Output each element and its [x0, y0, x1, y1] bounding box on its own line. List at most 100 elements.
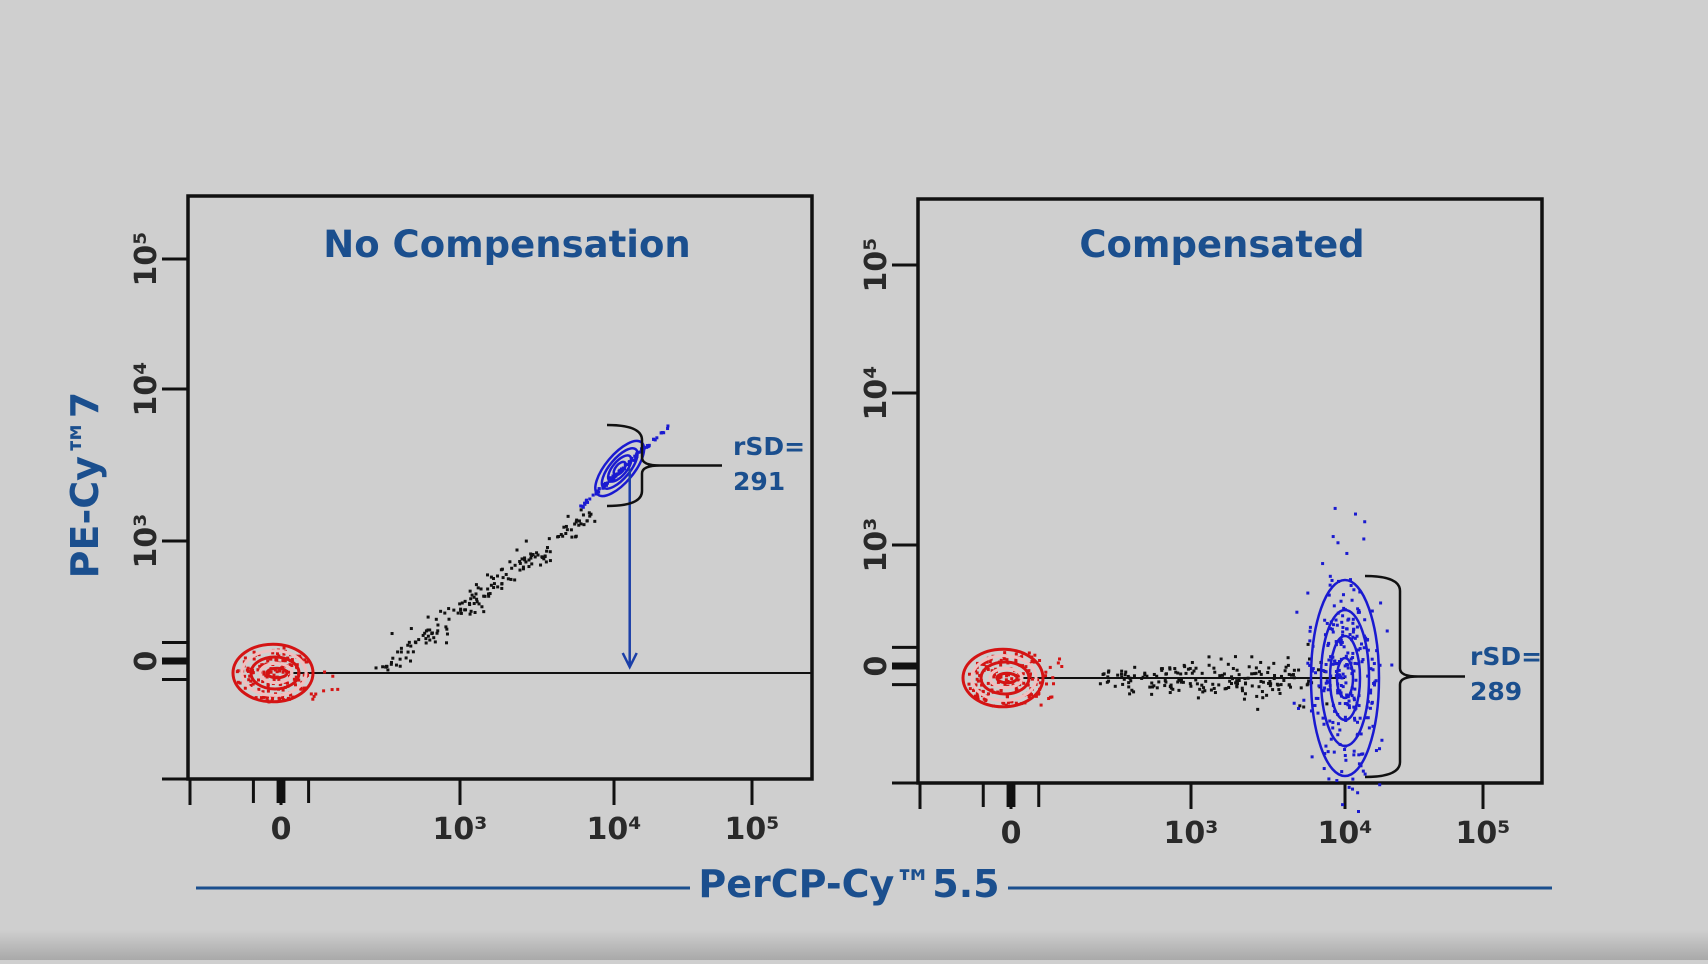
event-dot [605, 481, 609, 485]
event-dot [1341, 625, 1345, 629]
event-dot [486, 592, 490, 596]
event-dot [1331, 662, 1335, 666]
event-dot [1347, 699, 1351, 703]
x-tick-label: 10⁴ [587, 812, 642, 847]
event-dot [1356, 648, 1360, 652]
event-dot [523, 558, 527, 562]
event-dot [1038, 681, 1042, 685]
event-dot [1313, 704, 1317, 708]
event-dot [1374, 749, 1378, 753]
event-dot [1259, 679, 1263, 683]
event-dot [597, 487, 601, 491]
event-dot [1127, 681, 1131, 685]
event-dot [1240, 686, 1244, 690]
event-dot [583, 501, 587, 505]
event-dot [1250, 655, 1254, 659]
event-dot [591, 493, 595, 497]
event-dot [1098, 682, 1102, 686]
event-dot [1171, 687, 1175, 691]
x-tick-label: 0 [1001, 816, 1022, 851]
event-dot [1335, 623, 1339, 627]
event-dot [992, 675, 996, 679]
event-dot [1340, 676, 1344, 680]
event-dot [264, 674, 268, 678]
event-dot [278, 683, 282, 687]
event-dot [1132, 690, 1136, 694]
event-dot [1347, 785, 1351, 789]
event-dot [1159, 667, 1163, 671]
event-dot [1268, 684, 1272, 688]
event-dot [666, 427, 670, 431]
event-dot [1183, 665, 1187, 669]
event-dot [259, 696, 263, 700]
event-dot [1220, 673, 1224, 677]
event-dot [491, 577, 495, 581]
event-dot [476, 586, 480, 590]
positive-contour [606, 454, 633, 483]
event-dot [452, 608, 456, 612]
event-dot [596, 489, 600, 493]
event-dot [990, 669, 994, 673]
event-dot [999, 689, 1003, 693]
event-dot [574, 520, 578, 524]
rsd-label: rSD= [733, 432, 805, 461]
event-dot [627, 460, 631, 464]
event-dot [1372, 683, 1376, 687]
event-dot [249, 684, 253, 688]
event-dot [564, 531, 568, 535]
event-dot [1236, 682, 1240, 686]
event-dot [281, 688, 285, 692]
event-dot [251, 682, 255, 686]
event-dot [252, 657, 256, 661]
event-dot [472, 595, 476, 599]
event-dot [1010, 677, 1014, 681]
event-dot [1323, 686, 1327, 690]
bottom-shadow-band [0, 930, 1708, 960]
event-dot [1163, 679, 1167, 683]
plot-title: No Compensation [323, 223, 690, 266]
positive-contour [1309, 578, 1381, 778]
y-axis-label: PE-Cy™7 [63, 392, 107, 579]
negative-contour [265, 666, 289, 680]
event-dot [1316, 696, 1320, 700]
y-tick-label: 0 [859, 656, 894, 677]
event-dot [1361, 769, 1365, 773]
event-dot [564, 524, 568, 528]
event-dot [444, 625, 448, 629]
event-dot [999, 675, 1003, 679]
event-dot [426, 634, 430, 638]
event-dot [475, 600, 479, 604]
event-dot [260, 663, 264, 667]
event-dot [283, 659, 287, 663]
event-dot [1332, 604, 1336, 608]
event-dot [510, 566, 514, 570]
event-dot [374, 666, 378, 670]
event-dot [274, 692, 278, 696]
event-dot [1346, 618, 1350, 622]
event-dot [501, 576, 505, 580]
event-dot [265, 696, 269, 700]
event-dot [533, 555, 537, 559]
event-dot [1244, 681, 1248, 685]
event-dot [1348, 633, 1352, 637]
event-dot [396, 650, 400, 654]
event-dot [1016, 678, 1020, 682]
event-dot [1345, 702, 1349, 706]
event-dot [1380, 738, 1384, 742]
y-tick-label: 10⁵ [129, 232, 164, 287]
event-dot [1242, 697, 1246, 701]
event-dot [1282, 678, 1286, 682]
event-dot [475, 597, 479, 601]
event-dot [1362, 646, 1366, 650]
event-dot [1178, 677, 1182, 681]
event-dot [1177, 688, 1181, 692]
event-dot [1211, 682, 1215, 686]
event-dot [1179, 678, 1183, 682]
event-dot [1179, 680, 1183, 684]
event-dot [1343, 754, 1347, 758]
event-dot [529, 552, 533, 556]
event-dot [527, 558, 531, 562]
event-dot [464, 608, 468, 612]
event-dot [1254, 671, 1258, 675]
